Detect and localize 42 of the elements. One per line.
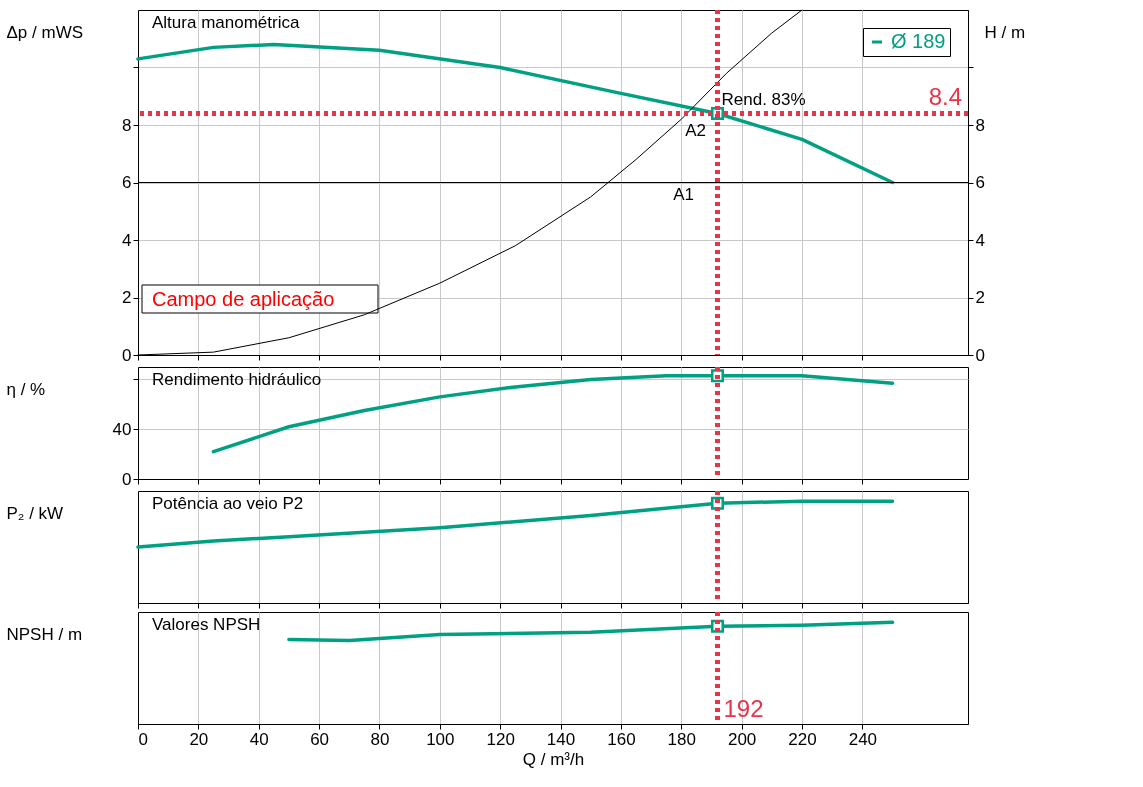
ref-line-label: 8.4 (928, 82, 962, 110)
y-tick-label: 0 (122, 345, 132, 365)
x-axis-title: Q / m³/h (522, 749, 585, 769)
chart-title: Potência ao veio P2 (152, 494, 304, 513)
x-tick-label: 120 (486, 729, 515, 749)
y2-axis-title: H / m (984, 22, 1026, 42)
y-tick-label: 0 (122, 469, 132, 489)
y2-tick-label: 2 (975, 288, 985, 307)
y-axis-title: Δp / mWS (6, 22, 84, 42)
y-axis-title: P₂ / kW (6, 503, 64, 523)
x-tick-label: 80 (370, 729, 390, 749)
chart-title: Altura manométrica (152, 13, 300, 32)
y-tick-label: 8 (122, 115, 132, 135)
x-tick-label: 60 (310, 729, 330, 749)
x-tick-label: 180 (667, 729, 696, 749)
x-tick-label: 100 (426, 729, 455, 749)
annotation: A2 (685, 121, 707, 141)
chart-title: Valores NPSH (152, 615, 261, 634)
y-tick-label: 6 (122, 173, 132, 192)
y2-tick-label: 0 (975, 345, 985, 365)
y-axis-title: NPSH / m (6, 624, 83, 644)
x-tick-label: 160 (607, 729, 636, 749)
annotation: A1 (673, 184, 694, 204)
annotation: Rend. 83% (721, 89, 806, 109)
annotation: Campo de aplicação (152, 288, 335, 310)
y2-tick-label: 8 (975, 115, 985, 135)
legend-label: Ø 189 (891, 30, 946, 52)
x-tick-label: 220 (788, 729, 817, 749)
ref-line-label: 192 (723, 695, 764, 722)
y-tick-label: 4 (122, 230, 132, 250)
y2-tick-label: 6 (975, 173, 985, 192)
x-tick-label: 200 (727, 729, 757, 749)
x-tick-label: 0 (138, 729, 148, 749)
y2-tick-label: 4 (975, 230, 985, 250)
x-tick-label: 140 (546, 729, 576, 749)
y-tick-label: 2 (122, 288, 132, 307)
y-axis-title: η / % (6, 379, 46, 399)
chart-title: Rendimento hidráulico (152, 370, 322, 389)
y-tick-label: 40 (112, 419, 132, 439)
x-tick-label: 40 (249, 729, 269, 749)
x-tick-label: 240 (848, 729, 878, 749)
x-tick-label: 20 (189, 729, 209, 749)
